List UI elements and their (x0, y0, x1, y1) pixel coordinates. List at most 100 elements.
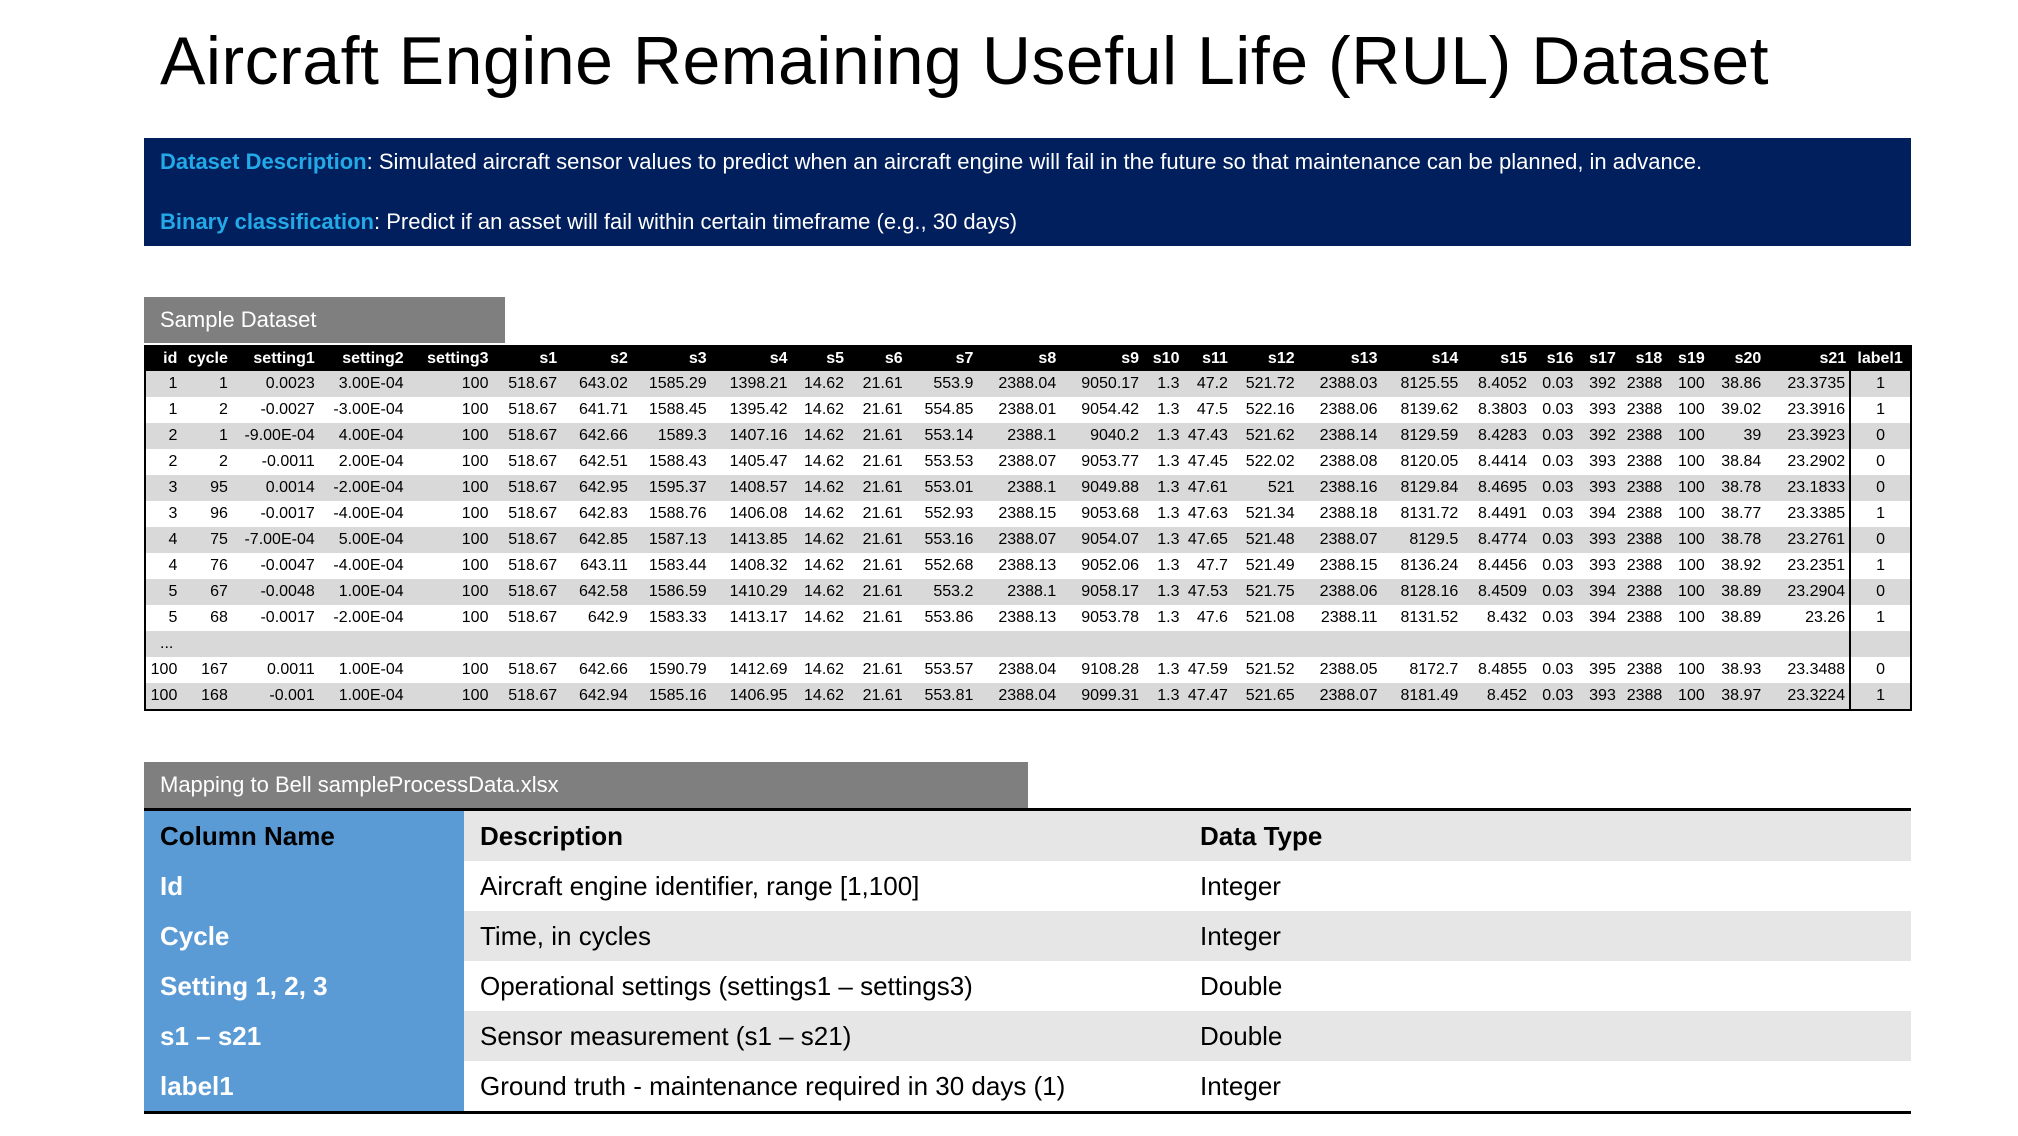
table-cell: 14.62 (791, 527, 849, 553)
sample-column-header: s18 (1619, 346, 1667, 371)
table-cell: 2388.13 (977, 553, 1061, 579)
table-cell: 642.95 (561, 475, 632, 501)
table-cell: 642.66 (561, 657, 632, 683)
table-cell: 1583.33 (631, 605, 711, 631)
table-cell: 38.89 (1708, 605, 1766, 631)
table-cell: 1 (1849, 605, 1911, 631)
table-cell: 167 (181, 657, 232, 683)
table-cell: 9053.77 (1060, 449, 1144, 475)
table-cell: 9050.17 (1060, 371, 1144, 397)
table-cell: 1.3 (1143, 449, 1184, 475)
table-cell: 1 (145, 371, 182, 397)
table-cell: 9049.88 (1060, 475, 1144, 501)
table-cell: 100 (1666, 553, 1709, 579)
table-cell: 2 (181, 397, 232, 423)
table-cell: 521.72 (1231, 371, 1299, 397)
table-cell: 38.92 (1708, 553, 1766, 579)
table-cell: 1.00E-04 (318, 657, 408, 683)
table-cell: 1 (1849, 683, 1911, 710)
table-cell: 2388.18 (1298, 501, 1382, 527)
table-row: 5 68 -0.0017 -2.00E-04 100 518.67 642.9 1583.33… (145, 605, 1911, 631)
table-cell: 1412.69 (710, 657, 792, 683)
table-row: 4 75 -7.00E-04 5.00E-04 100 518.67 642.85 1587.… (145, 527, 1911, 553)
table-cell: 100 (407, 397, 493, 423)
ellipsis-row: ... (145, 631, 1911, 657)
table-cell: 2388.15 (1298, 553, 1382, 579)
table-cell: 393 (1577, 527, 1620, 553)
data-type-cell: Double (1184, 961, 1911, 1011)
table-cell: 552.68 (906, 553, 978, 579)
table-cell: 1.3 (1143, 475, 1184, 501)
table-cell: 100 (1666, 423, 1709, 449)
table-cell: 100 (1666, 605, 1709, 631)
table-cell: 3.00E-04 (318, 371, 408, 397)
table-cell: 1588.43 (631, 449, 711, 475)
table-cell: 100 (1666, 397, 1709, 423)
table-cell: 518.67 (492, 683, 562, 710)
table-cell: 14.62 (791, 657, 849, 683)
description-cell: Ground truth - maintenance required in 3… (464, 1061, 1184, 1113)
description-key: Dataset Description (160, 149, 367, 174)
sample-column-header: setting1 (231, 346, 319, 371)
table-cell: 14.62 (791, 423, 849, 449)
table-cell: 521.48 (1231, 527, 1299, 553)
table-cell: 95 (181, 475, 232, 501)
table-cell: 1413.85 (710, 527, 792, 553)
data-type-cell: Integer (1184, 911, 1911, 961)
table-cell: 2388.04 (977, 657, 1061, 683)
table-cell: 9053.68 (1060, 501, 1144, 527)
table-cell: 2388.05 (1298, 657, 1382, 683)
table-cell: 9054.42 (1060, 397, 1144, 423)
table-cell: 68 (181, 605, 232, 631)
table-cell: 100 (407, 527, 493, 553)
table-cell: 2388.1 (977, 475, 1061, 501)
mapping-row: label1 Ground truth - maintenance require… (144, 1061, 1911, 1113)
table-cell: 47.45 (1183, 449, 1232, 475)
table-cell: 2388 (1619, 501, 1667, 527)
table-cell: 5.00E-04 (318, 527, 408, 553)
data-type-cell: Integer (1184, 861, 1911, 911)
table-cell: 38.97 (1708, 683, 1766, 710)
table-cell: 2388.16 (1298, 475, 1382, 501)
table-cell: 100 (145, 683, 182, 710)
table-cell: 4 (145, 527, 182, 553)
table-cell: 21.61 (848, 501, 907, 527)
description-cell: Operational settings (settings1 – settin… (464, 961, 1184, 1011)
ellipsis-cell: ... (145, 631, 1851, 657)
table-cell: 0.03 (1530, 553, 1578, 579)
table-cell: 553.14 (906, 423, 978, 449)
table-cell: 23.3385 (1765, 501, 1851, 527)
table-cell: 1 (1849, 371, 1911, 397)
table-cell: 1.3 (1143, 501, 1184, 527)
table-cell: 2388.07 (977, 527, 1061, 553)
table-cell: 392 (1577, 423, 1620, 449)
table-cell (1849, 631, 1911, 657)
table-cell: 0.0011 (231, 657, 319, 683)
table-cell: 518.67 (492, 657, 562, 683)
table-cell: 8131.52 (1381, 605, 1463, 631)
data-type-cell: Integer (1184, 1061, 1911, 1113)
table-cell: 23.26 (1765, 605, 1851, 631)
classification-key: Binary classification (160, 209, 374, 234)
table-cell: 100 (1666, 371, 1709, 397)
table-cell: 67 (181, 579, 232, 605)
sample-column-header: setting2 (318, 346, 408, 371)
description-header: Description (464, 809, 1184, 861)
table-cell: 643.11 (561, 553, 632, 579)
table-cell: 392 (1577, 371, 1620, 397)
sample-column-header: setting3 (407, 346, 493, 371)
table-cell: 521.34 (1231, 501, 1299, 527)
table-cell: 38.77 (1708, 501, 1766, 527)
table-cell: 393 (1577, 475, 1620, 501)
table-cell: 1395.42 (710, 397, 792, 423)
table-cell: 1585.16 (631, 683, 711, 710)
table-cell: 2388 (1619, 475, 1667, 501)
table-cell: 47.43 (1183, 423, 1232, 449)
sample-column-header: s11 (1183, 346, 1232, 371)
table-cell: 521.52 (1231, 657, 1299, 683)
table-cell: 4.00E-04 (318, 423, 408, 449)
table-cell: 518.67 (492, 371, 562, 397)
table-cell: 21.61 (848, 683, 907, 710)
sample-column-header: label1 (1850, 346, 1911, 371)
table-cell: 38.78 (1708, 527, 1766, 553)
